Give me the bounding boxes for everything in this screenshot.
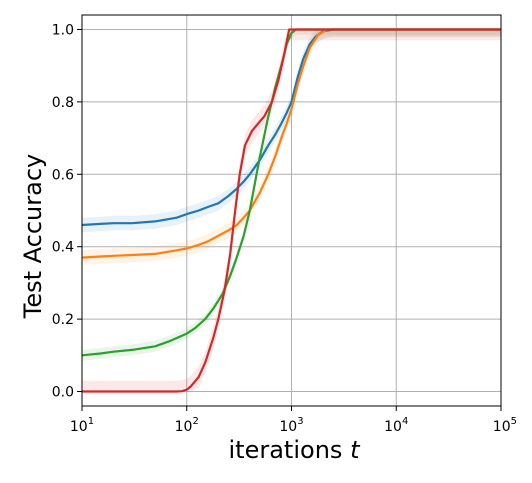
x-axis-title-text: iterations xyxy=(229,436,343,464)
x-tick-label: 105 xyxy=(493,416,517,435)
x-axis-title: iterations t xyxy=(229,436,362,464)
x-tick-label-exp: 4 xyxy=(402,416,408,427)
y-axis-title: Test Accuracy xyxy=(19,154,47,319)
x-tick-label-base: 10 xyxy=(175,419,193,435)
x-tick-label: 102 xyxy=(175,416,199,435)
series-line-4 xyxy=(82,28,501,393)
series-lines xyxy=(81,28,501,393)
y-tick-label: 0.8 xyxy=(52,95,74,111)
x-tick-label-base: 10 xyxy=(384,419,402,435)
x-tick-labels: 101 102 103 104 105 xyxy=(70,416,517,435)
x-tick-label-base: 10 xyxy=(279,419,297,435)
series-line-1 xyxy=(81,28,501,227)
y-tick-labels: 0.0 0.2 0.4 0.6 0.8 1.0 xyxy=(52,22,74,400)
ticks xyxy=(77,28,502,411)
x-tick-label-base: 10 xyxy=(70,419,88,435)
x-tick-label: 104 xyxy=(384,416,408,435)
x-axis-title-var: t xyxy=(350,436,361,464)
y-tick-label: 0.2 xyxy=(52,312,74,328)
y-tick-label: 0.0 xyxy=(52,385,74,401)
x-tick-label-exp: 3 xyxy=(297,416,303,427)
y-tick-label: 1.0 xyxy=(52,22,74,38)
x-tick-label: 101 xyxy=(70,416,94,435)
y-tick-label: 0.6 xyxy=(52,167,74,183)
x-tick-label-exp: 1 xyxy=(88,416,94,427)
x-tick-label-exp: 2 xyxy=(192,416,198,427)
y-tick-label: 0.4 xyxy=(52,240,74,256)
x-tick-label-base: 10 xyxy=(493,419,511,435)
x-tick-label: 103 xyxy=(279,416,303,435)
x-tick-label-exp: 5 xyxy=(511,416,517,427)
